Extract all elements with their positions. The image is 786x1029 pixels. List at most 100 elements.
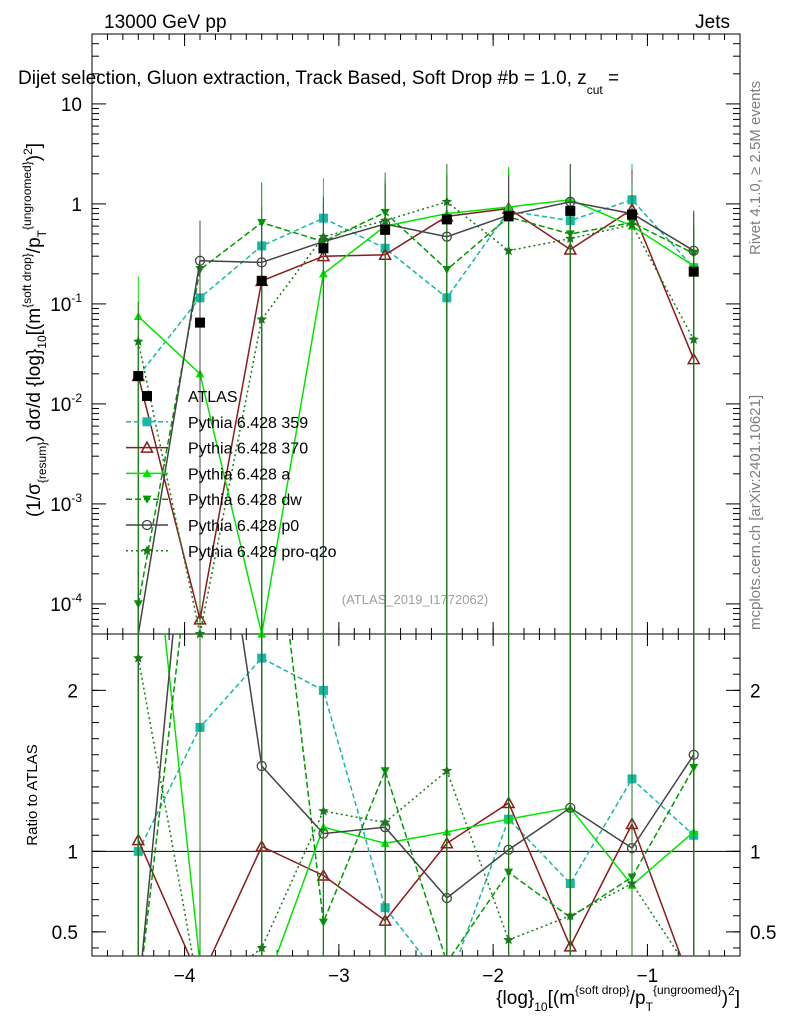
ratio-y-axis-label: Ratio to ATLAS bbox=[24, 744, 41, 845]
energy-label: 13000 GeV pp bbox=[104, 12, 227, 33]
y-tick-label: 10-2 bbox=[50, 391, 82, 416]
process-label: Jets bbox=[695, 12, 730, 33]
atlas-data-point bbox=[688, 266, 699, 277]
ratio-point bbox=[318, 805, 329, 816]
ratio-tick-label: 1 bbox=[67, 842, 78, 863]
main-y-axis-label: (1/σ{resum}) dσ/d {log}10[(m{soft drop}/… bbox=[20, 143, 49, 517]
y-tick-exponent: -4 bbox=[71, 591, 82, 605]
x-axis-label: {log}10[(m{soft drop}/pT{ungroomed})2] bbox=[496, 983, 740, 1014]
atlas-data-point bbox=[503, 211, 514, 222]
ratio-tick-label: 0.5 bbox=[52, 923, 78, 944]
y-tick-exponent: -1 bbox=[71, 291, 82, 305]
legend-item: Pythia 6.428 359 bbox=[126, 415, 308, 432]
ratio-series-dw bbox=[137, 634, 699, 956]
y-tick-base: 10 bbox=[50, 595, 71, 616]
legend-marker bbox=[141, 519, 153, 531]
ratio-line bbox=[164, 634, 695, 956]
mcplots-label: mcplots.cern.ch [arXiv:2401.10621] bbox=[747, 395, 764, 630]
y-tick-exponent: -2 bbox=[71, 391, 82, 405]
ratio-point bbox=[256, 942, 267, 953]
y-tick-label: 1 bbox=[71, 195, 82, 216]
legend-label: Pythia 6.428 p0 bbox=[188, 518, 299, 535]
legend-item: Pythia 6.428 p0 bbox=[126, 518, 299, 535]
atlas-data-point bbox=[441, 214, 452, 225]
legend-item: Pythia 6.428 a bbox=[126, 466, 290, 483]
ratio-tick-label-right: 1 bbox=[750, 842, 761, 863]
y-tick-base: 10 bbox=[50, 295, 71, 316]
legend-label: ATLAS bbox=[188, 389, 238, 406]
ratio-line bbox=[137, 657, 695, 956]
legend-label: Pythia 6.428 dw bbox=[188, 492, 302, 509]
data-point bbox=[688, 245, 699, 256]
series-line bbox=[137, 211, 695, 605]
ratio-point bbox=[565, 910, 576, 921]
data-point bbox=[318, 231, 329, 242]
legend-marker bbox=[142, 417, 152, 427]
atlas-data-point bbox=[627, 209, 637, 220]
legend-marker bbox=[142, 391, 152, 401]
data-point bbox=[503, 245, 514, 256]
ratio-line bbox=[141, 634, 695, 956]
legend-marker bbox=[140, 440, 154, 453]
ratio-series-359 bbox=[133, 634, 699, 956]
data-point bbox=[626, 219, 638, 230]
ratio-tick-label-right: 0.5 bbox=[750, 923, 776, 944]
legend-marker bbox=[142, 495, 152, 504]
legend-marker bbox=[142, 468, 152, 477]
data-point bbox=[441, 196, 453, 207]
y-tick-label: 10-3 bbox=[50, 491, 82, 516]
legend-label: Pythia 6.428 370 bbox=[188, 441, 308, 458]
ratio-plot-series bbox=[131, 634, 699, 956]
data-point bbox=[379, 215, 391, 226]
legend-item: Pythia 6.428 pro-q2o bbox=[126, 544, 337, 561]
legend-label: Pythia 6.428 a bbox=[188, 466, 290, 483]
ratio-point bbox=[379, 816, 391, 827]
plot-title: Dijet selection, Gluon extraction, Track… bbox=[18, 68, 619, 97]
main-plot-series bbox=[131, 164, 701, 639]
data-point bbox=[688, 334, 699, 344]
y-tick-base: 10 bbox=[50, 495, 71, 516]
ratio-tick-label: 2 bbox=[67, 681, 78, 702]
y-tick-label: 10-1 bbox=[50, 291, 82, 316]
ratio-tick-label-right: 2 bbox=[750, 681, 761, 702]
data-point bbox=[194, 628, 206, 639]
x-tick-label: −2 bbox=[482, 966, 504, 987]
x-tick-label: −3 bbox=[328, 966, 350, 987]
legend-label: Pythia 6.428 359 bbox=[188, 415, 308, 432]
ratio-series-pro-q2o bbox=[133, 634, 695, 956]
ratio-point bbox=[441, 765, 453, 776]
ratio-point bbox=[626, 878, 638, 888]
ratio-series-370 bbox=[131, 634, 695, 956]
x-tick-label: −4 bbox=[174, 966, 196, 987]
series-atlas bbox=[133, 205, 699, 382]
legend-item: Pythia 6.428 dw bbox=[126, 492, 302, 509]
series-line bbox=[137, 207, 695, 620]
y-tick-base: 1 bbox=[71, 195, 82, 216]
series-line bbox=[137, 198, 695, 377]
atlas-data-point bbox=[133, 371, 144, 382]
data-point bbox=[565, 233, 576, 243]
series-pro-q2o bbox=[133, 164, 699, 639]
atlas-data-point bbox=[318, 243, 329, 254]
ratio-line bbox=[137, 801, 682, 956]
y-tick-label: 10-4 bbox=[50, 591, 82, 616]
atlas-data-point bbox=[256, 275, 267, 286]
legend-item: ATLAS bbox=[142, 389, 238, 406]
atlas-data-point bbox=[195, 317, 205, 328]
atlas-data-point bbox=[380, 224, 391, 235]
series-line bbox=[137, 199, 695, 635]
legend-marker bbox=[141, 545, 153, 556]
rivet-version-label: Rivet 4.1.0, ≥ 2.5M events bbox=[747, 81, 764, 255]
legend-label: Pythia 6.428 pro-q2o bbox=[188, 544, 337, 561]
legend-item: Pythia 6.428 370 bbox=[126, 440, 308, 458]
ratio-line bbox=[142, 634, 695, 956]
y-tick-base: 10 bbox=[61, 95, 82, 116]
data-point bbox=[256, 257, 267, 268]
ratio-line bbox=[137, 657, 681, 956]
ratio-plot-frame bbox=[91, 633, 741, 957]
data-point bbox=[256, 313, 267, 324]
series-line bbox=[137, 201, 695, 635]
